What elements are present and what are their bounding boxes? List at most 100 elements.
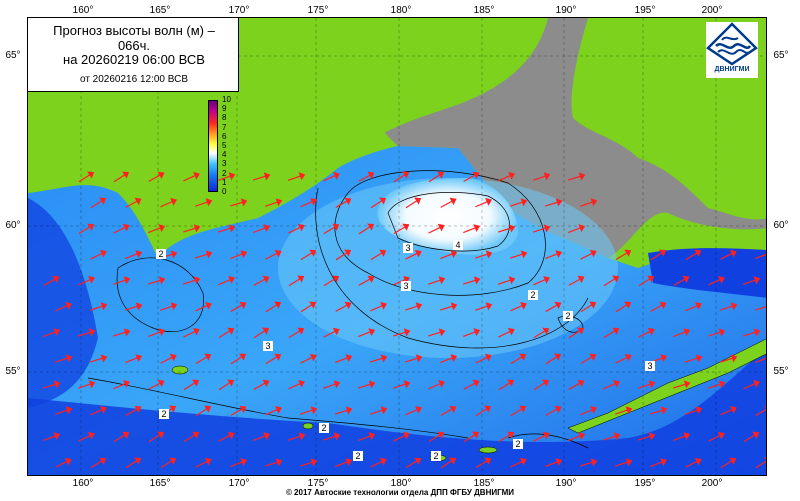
wave-direction-arrow bbox=[43, 275, 60, 286]
wave-direction-arrow bbox=[474, 250, 493, 259]
lon-label-top: 175° bbox=[307, 5, 329, 16]
lat-label-right: 60° bbox=[773, 220, 789, 231]
grid-lines bbox=[28, 18, 766, 475]
wave-direction-arrow bbox=[253, 224, 271, 234]
wave-direction-arrow bbox=[462, 276, 481, 285]
wave-direction-arrow bbox=[567, 172, 586, 181]
wave-direction-arrow bbox=[182, 224, 201, 233]
wave-direction-arrow bbox=[393, 171, 410, 183]
wave-direction-arrow bbox=[369, 354, 388, 363]
wave-direction-arrow bbox=[323, 171, 340, 182]
wave-direction-arrow bbox=[720, 249, 737, 260]
logo-label: ДВНИГМИ bbox=[714, 66, 750, 73]
wave-direction-arrow bbox=[532, 224, 551, 233]
lon-label-bottom: 195° bbox=[634, 478, 656, 489]
wave-direction-arrow bbox=[357, 380, 376, 389]
wave-direction-arrow bbox=[148, 224, 166, 234]
wave-direction-arrow bbox=[230, 458, 248, 468]
wave-direction-arrow bbox=[90, 457, 107, 469]
wave-direction-arrow bbox=[684, 354, 703, 363]
wave-direction-arrow bbox=[440, 354, 458, 364]
wave-direction-arrow bbox=[358, 328, 376, 338]
wave-direction-arrow bbox=[253, 327, 270, 339]
wave-direction-arrow bbox=[614, 458, 633, 467]
wave-direction-arrow bbox=[323, 275, 340, 287]
wave-direction-arrow bbox=[183, 379, 200, 391]
wave-direction-arrow bbox=[405, 457, 422, 469]
lon-label-bottom: 175° bbox=[307, 478, 329, 489]
wave-direction-arrow bbox=[265, 198, 283, 207]
lon-label-bottom: 160° bbox=[72, 478, 94, 489]
wave-direction-arrow bbox=[160, 457, 177, 469]
wave-direction-arrow bbox=[720, 405, 737, 416]
wave-direction-arrow bbox=[230, 301, 247, 312]
wave-direction-arrow bbox=[672, 380, 691, 389]
wave-direction-arrow bbox=[707, 328, 726, 337]
colorbar-tick-label: 1 bbox=[222, 177, 227, 187]
svg-text:3: 3 bbox=[403, 281, 408, 291]
wave-direction-arrow bbox=[405, 302, 423, 311]
wave-direction-arrow bbox=[264, 458, 283, 467]
wave-direction-arrow bbox=[160, 353, 177, 364]
wave-direction-arrow bbox=[568, 327, 585, 339]
lon-label-top: 165° bbox=[149, 5, 171, 16]
colorbar-tick-label: 6 bbox=[222, 131, 227, 141]
wave-direction-arrow bbox=[43, 328, 61, 338]
contour-value-label: 2 bbox=[353, 451, 363, 461]
svg-text:2: 2 bbox=[530, 290, 535, 300]
wave-direction-arrow bbox=[510, 405, 527, 417]
wave-direction-arrow bbox=[544, 198, 563, 207]
wave-direction-arrow bbox=[147, 276, 166, 285]
wave-direction-arrow bbox=[580, 301, 597, 313]
svg-text:2: 2 bbox=[515, 439, 520, 449]
wave-direction-arrow bbox=[183, 431, 200, 443]
wave-direction-arrow bbox=[720, 457, 737, 469]
wave-direction-arrow bbox=[439, 302, 458, 311]
svg-text:4: 4 bbox=[455, 240, 460, 250]
wave-direction-arrow bbox=[428, 171, 445, 183]
wave-direction-arrow bbox=[603, 379, 620, 390]
wave-direction-arrow bbox=[650, 458, 668, 468]
svg-text:3: 3 bbox=[405, 243, 410, 253]
wave-direction-arrow bbox=[125, 197, 142, 208]
contour-value-label: 3 bbox=[403, 243, 413, 253]
wave-direction-arrow bbox=[393, 431, 410, 442]
wave-direction-arrow bbox=[300, 406, 318, 415]
wave-direction-arrow bbox=[370, 197, 387, 209]
lat-label-left: 65° bbox=[5, 50, 21, 61]
wave-direction-arrow bbox=[603, 275, 620, 287]
wave-direction-arrow bbox=[288, 379, 305, 390]
dvnigmi-wave-logo-icon bbox=[706, 22, 758, 66]
wave-direction-arrow bbox=[335, 354, 353, 364]
contour-value-label: 4 bbox=[453, 240, 463, 250]
wave-direction-arrow bbox=[125, 457, 142, 469]
wave-direction-arrow bbox=[463, 328, 481, 338]
wave-direction-arrow bbox=[335, 197, 352, 208]
wave-direction-arrow bbox=[55, 457, 72, 468]
wave-direction-arrow bbox=[405, 197, 422, 209]
wave-direction-arrow bbox=[475, 198, 492, 208]
svg-text:3: 3 bbox=[265, 341, 270, 351]
wave-direction-arrow bbox=[335, 458, 353, 468]
wave-direction-arrow bbox=[463, 431, 480, 443]
svg-text:2: 2 bbox=[565, 311, 570, 321]
wave-direction-arrow bbox=[335, 301, 352, 312]
wave-direction-arrow bbox=[78, 275, 95, 286]
wave-direction-arrow bbox=[405, 405, 422, 416]
wave-direction-arrow bbox=[230, 353, 247, 365]
wave-direction-arrow bbox=[545, 405, 562, 416]
svg-text:2: 2 bbox=[161, 409, 166, 419]
wave-direction-arrow bbox=[580, 353, 597, 365]
wave-direction-arrow bbox=[509, 250, 528, 259]
lon-label-bottom: 200° bbox=[701, 478, 723, 489]
forecast-title-box: Прогноз высоты волн (м) – 066ч. на 20260… bbox=[27, 17, 239, 92]
colorbar-tick-label: 3 bbox=[222, 159, 227, 169]
wave-direction-arrow bbox=[475, 405, 492, 417]
wave-direction-arrow bbox=[77, 328, 96, 337]
wave-direction-arrow bbox=[708, 275, 725, 286]
wave-direction-arrow bbox=[218, 276, 235, 286]
wave-direction-arrow bbox=[568, 275, 585, 286]
wave-direction-arrow bbox=[113, 276, 131, 285]
wave-direction-arrow bbox=[568, 224, 586, 234]
wave-direction-arrow bbox=[160, 302, 178, 311]
